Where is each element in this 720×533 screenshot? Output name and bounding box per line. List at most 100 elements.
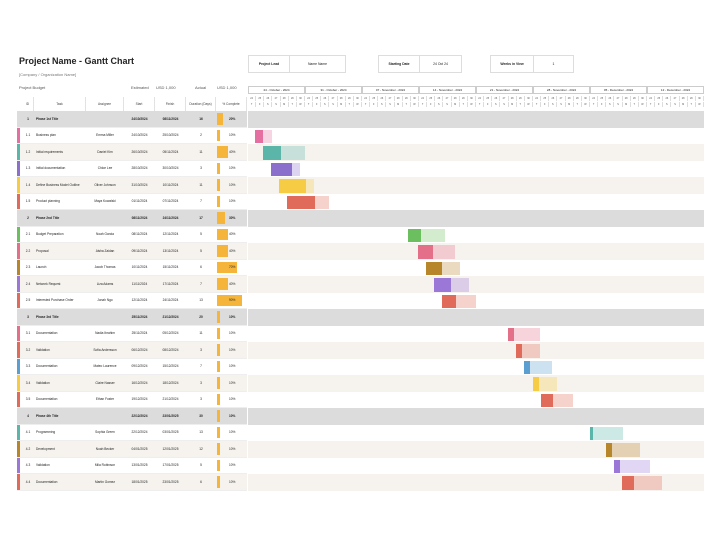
task-start[interactable]: 09/11/2024 <box>131 248 148 253</box>
task-id[interactable]: 2.2 <box>25 248 31 253</box>
task-id[interactable]: 1.3 <box>25 166 31 171</box>
task-duration[interactable]: 16 <box>199 116 203 121</box>
task-assignee[interactable]: Jonah Ngo <box>97 298 113 303</box>
gantt-bar-done[interactable] <box>279 179 306 193</box>
task-name[interactable]: Interested Purchase Order <box>36 298 74 303</box>
task-finish[interactable]: 08/12/2024 <box>162 347 179 352</box>
task-id[interactable]: 2.4 <box>25 281 31 286</box>
task-percent[interactable]: 10% <box>229 347 236 352</box>
gantt-bar-done[interactable] <box>614 459 620 473</box>
task-duration[interactable]: 17 <box>199 215 203 220</box>
task-id[interactable]: 3.3 <box>25 364 31 369</box>
gantt-bar-remaining[interactable] <box>433 245 455 259</box>
task-id[interactable]: 1.1 <box>25 133 31 138</box>
gantt-bar-done[interactable] <box>426 261 442 275</box>
task-assignee[interactable]: Claire Nasser <box>95 380 115 385</box>
starting-date-value[interactable]: 24 Oct 24 <box>433 62 448 66</box>
task-name[interactable]: Documentation <box>36 479 58 484</box>
task-duration[interactable]: 12 <box>199 446 203 451</box>
gantt-bar-remaining[interactable] <box>620 459 650 473</box>
task-duration[interactable]: 11 <box>199 182 203 187</box>
task-duration[interactable]: 7 <box>200 199 202 204</box>
gantt-bar-remaining[interactable] <box>539 377 557 391</box>
task-id[interactable]: 4 <box>27 413 29 418</box>
task-name[interactable]: Programming <box>36 430 56 435</box>
task-start[interactable]: 11/11/2024 <box>131 281 148 286</box>
task-percent[interactable]: 10% <box>229 314 236 319</box>
task-name[interactable]: Phase 1st Title <box>36 116 59 121</box>
task-duration[interactable]: 7 <box>200 281 202 286</box>
gantt-bar-remaining[interactable] <box>442 261 460 275</box>
task-assignee[interactable]: Daniel Kim <box>97 149 113 154</box>
task-name[interactable]: Launch <box>36 265 47 270</box>
task-id[interactable]: 3 <box>27 314 29 319</box>
table-row[interactable]: 4.1 Programming Sophia Green 22/12/2024 03/0… <box>17 424 247 441</box>
task-assignee[interactable]: Liza Adams <box>96 281 114 286</box>
task-finish[interactable]: 08/11/2024 <box>162 116 179 121</box>
task-duration[interactable]: 5 <box>200 248 202 253</box>
task-duration[interactable]: 5 <box>200 232 202 237</box>
task-percent[interactable]: 40% <box>229 149 236 154</box>
task-name[interactable]: Phase 2nd Title <box>36 215 60 220</box>
gantt-bar-done[interactable] <box>508 327 514 341</box>
gantt-bar-remaining[interactable] <box>593 426 623 440</box>
task-name[interactable]: Phase 3rd Title <box>36 314 59 319</box>
task-finish[interactable]: 12/01/2025 <box>162 446 179 451</box>
task-percent[interactable]: 10% <box>229 364 236 369</box>
task-start[interactable]: 19/12/2024 <box>131 397 148 402</box>
task-duration[interactable]: 6 <box>200 479 202 484</box>
task-duration[interactable]: 13 <box>199 430 203 435</box>
table-row[interactable]: 3.4 Validation Claire Nasser 16/12/2024 18/1… <box>17 375 247 392</box>
task-assignee[interactable] <box>86 408 124 424</box>
task-finish[interactable]: 17/01/2025 <box>162 463 179 468</box>
task-id[interactable]: 4.2 <box>25 446 31 451</box>
task-percent[interactable]: 10% <box>229 446 236 451</box>
task-name[interactable]: Validation <box>36 347 50 352</box>
task-finish[interactable]: 23/01/2025 <box>162 413 179 418</box>
gantt-bar-remaining[interactable] <box>530 360 552 374</box>
task-id[interactable]: 3.2 <box>25 347 31 352</box>
task-duration[interactable]: 7 <box>200 364 202 369</box>
gantt-bar-remaining[interactable] <box>315 195 329 209</box>
task-percent[interactable]: 10% <box>229 479 236 484</box>
gantt-bar-done[interactable] <box>442 294 456 308</box>
task-percent[interactable]: 20% <box>229 116 236 121</box>
table-row[interactable]: 2.4 Network Request Liza Adams 11/11/2024 17… <box>17 276 247 293</box>
task-name[interactable]: Network Request <box>36 281 61 286</box>
task-percent[interactable]: 10% <box>229 199 236 204</box>
task-name[interactable]: Validation <box>36 463 50 468</box>
gantt-bar-remaining[interactable] <box>456 294 476 308</box>
table-row[interactable]: 4.2 Development Noah Becker 04/01/2025 12/01… <box>17 441 247 458</box>
task-start[interactable]: 01/11/2024 <box>131 199 148 204</box>
task-id[interactable]: 4.4 <box>25 479 31 484</box>
task-percent[interactable]: 10% <box>229 430 236 435</box>
task-finish[interactable]: 05/11/2024 <box>162 149 179 154</box>
task-start[interactable]: 31/10/2024 <box>131 182 148 187</box>
task-assignee[interactable]: Oliver Johnson <box>94 182 116 187</box>
task-finish[interactable]: 17/11/2024 <box>162 281 179 286</box>
task-start[interactable]: 28/10/2024 <box>131 166 148 171</box>
task-id[interactable]: 1.5 <box>25 199 31 204</box>
task-assignee[interactable] <box>86 309 124 325</box>
task-finish[interactable]: 12/11/2024 <box>162 232 179 237</box>
gantt-bar-remaining[interactable] <box>292 162 300 176</box>
task-finish[interactable]: 15/12/2024 <box>162 364 179 369</box>
gantt-bar-done[interactable] <box>434 278 451 292</box>
task-start[interactable]: 24/10/2024 <box>131 133 148 138</box>
task-duration[interactable]: 20 <box>199 314 203 319</box>
task-start[interactable]: 25/11/2024 <box>131 331 148 336</box>
task-percent[interactable]: 10% <box>229 413 236 418</box>
gantt-bar-done[interactable] <box>533 377 539 391</box>
task-assignee[interactable]: Sofia Andersson <box>93 347 117 352</box>
task-assignee[interactable]: Mila Robinson <box>94 463 116 468</box>
task-id[interactable]: 2.5 <box>25 298 31 303</box>
task-assignee[interactable]: Noah Becker <box>95 446 115 451</box>
table-row[interactable]: 2.5 Interested Purchase Order Jonah Ngo 12/… <box>17 292 247 309</box>
task-finish[interactable]: 18/12/2024 <box>162 380 179 385</box>
task-name[interactable]: Product planning <box>36 199 60 204</box>
table-row[interactable]: 2.3 Launch Jacob Thomas 10/11/2024 15/11/202… <box>17 259 247 276</box>
task-start[interactable]: 22/12/2024 <box>131 430 148 435</box>
gantt-bar-done[interactable] <box>287 195 315 209</box>
task-id[interactable]: 2.3 <box>25 265 31 270</box>
task-start[interactable]: 22/12/2024 <box>131 413 148 418</box>
